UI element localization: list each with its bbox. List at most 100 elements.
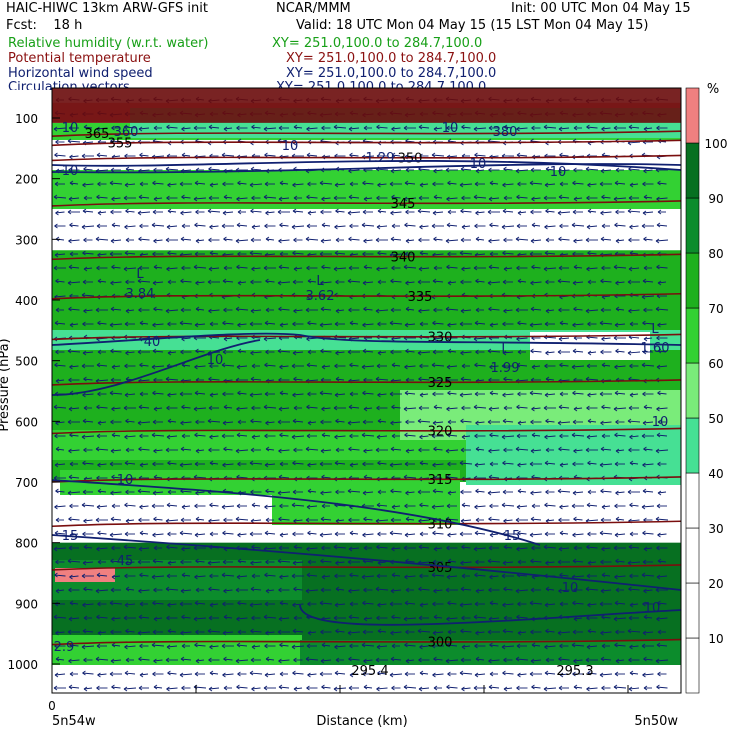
circulation-arrow [124, 393, 136, 396]
circulation-arrowhead [363, 406, 368, 412]
circulation-arrowhead [179, 181, 184, 187]
circulation-arrowhead [223, 446, 227, 452]
circulation-arrowhead [489, 251, 494, 257]
circulation-arrowhead [530, 558, 534, 564]
circulation-arrowhead [83, 518, 87, 524]
circulation-arrowhead [572, 209, 577, 215]
circulation-arrowhead [460, 447, 465, 453]
circulation-arrow [390, 448, 402, 451]
circulation-arrowhead [236, 196, 240, 202]
circulation-arrow [277, 560, 291, 563]
circulation-arrow [447, 182, 457, 185]
circulation-arrowhead [615, 280, 619, 286]
wind-label: 1.29 [366, 151, 395, 166]
theta-label: 320 [428, 424, 453, 439]
circulation-arrowhead [81, 502, 86, 508]
y-tick-label: 200 [15, 173, 38, 187]
circulation-arrowhead [307, 462, 311, 468]
circulation-arrowhead [489, 642, 493, 648]
circulation-arrowhead [334, 321, 339, 327]
circulation-arrowhead [377, 279, 382, 285]
circulation-arrowhead [657, 322, 661, 328]
circulation-arrow [138, 406, 150, 409]
circulation-arrow [433, 196, 443, 199]
circulation-arrowhead [68, 264, 73, 270]
circulation-arrowhead [181, 643, 186, 649]
circulation-arrowhead [614, 461, 619, 467]
circulation-arrow [363, 308, 373, 311]
circulation-arrowhead [278, 684, 283, 690]
circulation-arrow [292, 672, 304, 675]
circulation-arrowhead [557, 278, 562, 284]
field-xy-theta: XY= 251.0,100.0 to 284.7,100.0 [286, 51, 497, 66]
circulation-arrowhead [531, 406, 535, 412]
theta-label: 335 [408, 290, 433, 305]
circulation-arrow [573, 518, 583, 521]
circulation-arrowhead [320, 516, 325, 522]
circulation-arrowhead [628, 447, 632, 453]
circulation-arrowhead [321, 125, 325, 131]
circulation-arrowhead [559, 643, 563, 649]
circulation-arrowhead [503, 686, 508, 692]
circulation-arrowhead [642, 420, 647, 426]
circulation-arrow [557, 211, 571, 214]
circulation-arrowhead [377, 602, 381, 608]
circulation-arrow [69, 602, 79, 605]
circulation-arrowhead [69, 222, 73, 228]
circulation-arrow [501, 504, 515, 507]
circulation-arrowhead [418, 266, 423, 272]
circulation-arrowhead [110, 348, 114, 354]
circulation-arrowhead [67, 490, 72, 496]
circulation-arrowhead [67, 209, 72, 215]
circulation-arrowhead [293, 686, 298, 692]
circulation-arrowhead [124, 644, 128, 650]
circulation-arrowhead [363, 125, 368, 131]
circulation-arrowhead [82, 182, 86, 188]
circulation-arrow [180, 658, 192, 661]
circulation-arrow [474, 154, 486, 157]
circulation-arrow [642, 322, 654, 325]
circulation-arrow [83, 168, 93, 171]
circulation-arrow [153, 617, 163, 620]
circulation-arrowhead [391, 152, 396, 158]
circulation-arrowhead [459, 531, 464, 537]
circulation-arrow [419, 603, 429, 606]
circulation-arrowhead [599, 601, 604, 607]
circulation-arrowhead [278, 406, 283, 412]
circulation-arrowhead [559, 433, 563, 439]
circulation-arrowhead [516, 685, 520, 691]
circulation-arrow [124, 225, 136, 228]
field-name-theta: Potential temperature [8, 51, 151, 66]
circulation-arrowhead [278, 448, 282, 454]
circulation-arrowhead [515, 656, 520, 662]
circulation-arrowhead [152, 629, 157, 635]
circulation-arrow [335, 519, 345, 522]
circulation-arrow [180, 169, 192, 172]
circulation-arrowhead [306, 126, 310, 132]
circulation-arrow [558, 448, 570, 451]
circulation-arrowhead [628, 266, 633, 272]
circulation-arrowhead [305, 446, 310, 452]
circulation-arrow [307, 673, 317, 676]
circulation-arrowhead [96, 685, 100, 691]
circulation-arrowhead [139, 391, 144, 397]
circulation-arrowhead [641, 504, 646, 510]
circulation-arrowhead [545, 418, 549, 424]
circulation-arrowhead [55, 307, 60, 313]
circulation-arrowhead [573, 125, 578, 131]
circulation-arrowhead [474, 181, 479, 187]
circulation-arrow [139, 673, 149, 676]
circulation-arrow [600, 211, 612, 214]
circulation-arrowhead [251, 434, 256, 440]
circulation-arrow [151, 155, 165, 158]
circulation-arrowhead [615, 209, 619, 215]
circulation-arrow [250, 168, 262, 171]
circulation-arrowhead [559, 462, 564, 468]
circulation-arrowhead [347, 210, 352, 216]
circulation-arrow [82, 210, 94, 213]
circulation-arrow [572, 392, 584, 395]
circulation-arrowhead [461, 434, 466, 440]
circulation-arrow [363, 659, 373, 662]
circulation-arrow [615, 659, 625, 662]
wind-label: 10 [470, 157, 487, 172]
